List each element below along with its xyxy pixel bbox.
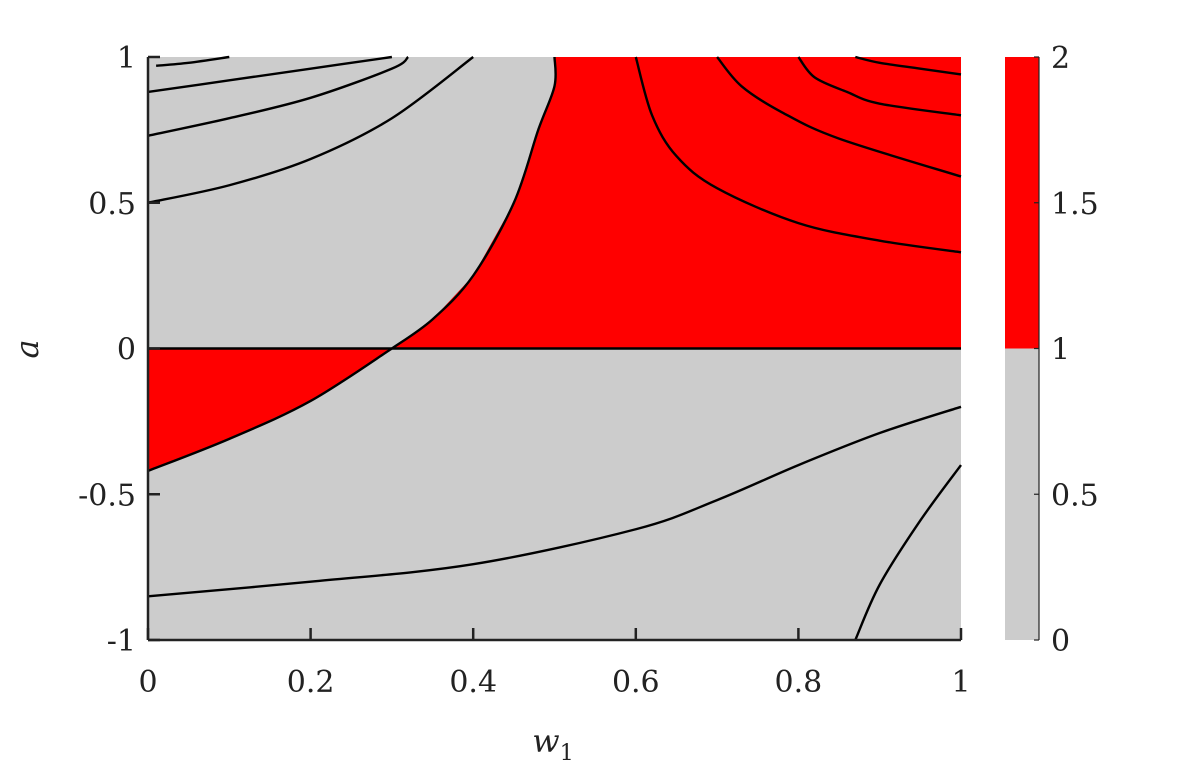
contour-line-2 xyxy=(147,55,393,94)
y-axis-label: a xyxy=(8,339,46,358)
colorbar-tick-label: 0 xyxy=(1051,624,1070,659)
colorbar-tick-label: 2 xyxy=(1051,41,1070,76)
x-tick-label: 0.6 xyxy=(612,665,660,700)
contour-line-5 xyxy=(391,56,557,350)
y-tick-label: -0.5 xyxy=(78,478,136,513)
contour-line-9 xyxy=(797,56,962,117)
contour-line-11 xyxy=(147,405,962,598)
colorbar-band-1 xyxy=(1005,57,1039,349)
y-tick-label: -1 xyxy=(107,624,136,659)
x-tick-label: 0.4 xyxy=(449,665,497,700)
contour-line-12 xyxy=(854,464,962,641)
x-tick-labels: 0 0.2 0.4 0.6 0.8 1 xyxy=(138,665,970,700)
colorbar xyxy=(1005,56,1040,641)
y-tick-label: 0 xyxy=(117,333,136,368)
contour-line-7 xyxy=(634,56,962,254)
x-tick-label: 1 xyxy=(951,665,970,700)
x-tick-label: 0 xyxy=(138,665,157,700)
contour-line-10 xyxy=(855,55,962,76)
y-tick-label: 1 xyxy=(117,41,136,76)
x-axis-label: w1 xyxy=(532,722,573,766)
colorbar-tick-labels: 0 0.5 1 1.5 2 xyxy=(1051,41,1099,659)
colorbar-tick-label: 1.5 xyxy=(1051,187,1099,222)
contour-line-6 xyxy=(147,347,393,473)
axes xyxy=(146,55,963,642)
contour-line-1 xyxy=(156,55,230,67)
plot-area xyxy=(147,55,962,641)
colorbar-tick-label: 0.5 xyxy=(1051,478,1099,513)
y-tick-label: 0.5 xyxy=(88,187,136,222)
x-tick-label: 0.2 xyxy=(287,665,335,700)
contour-line-8 xyxy=(716,56,962,178)
contour-line-3 xyxy=(147,56,409,137)
contour-line-4 xyxy=(147,56,474,204)
contour-layer xyxy=(147,55,962,641)
y-tick-labels: -1 -0.5 0 0.5 1 xyxy=(78,41,136,659)
colorbar-tick-label: 1 xyxy=(1051,333,1070,368)
region-1 xyxy=(148,348,392,471)
colorbar-band-0 xyxy=(1005,348,1039,640)
x-tick-label: 0.8 xyxy=(775,665,823,700)
